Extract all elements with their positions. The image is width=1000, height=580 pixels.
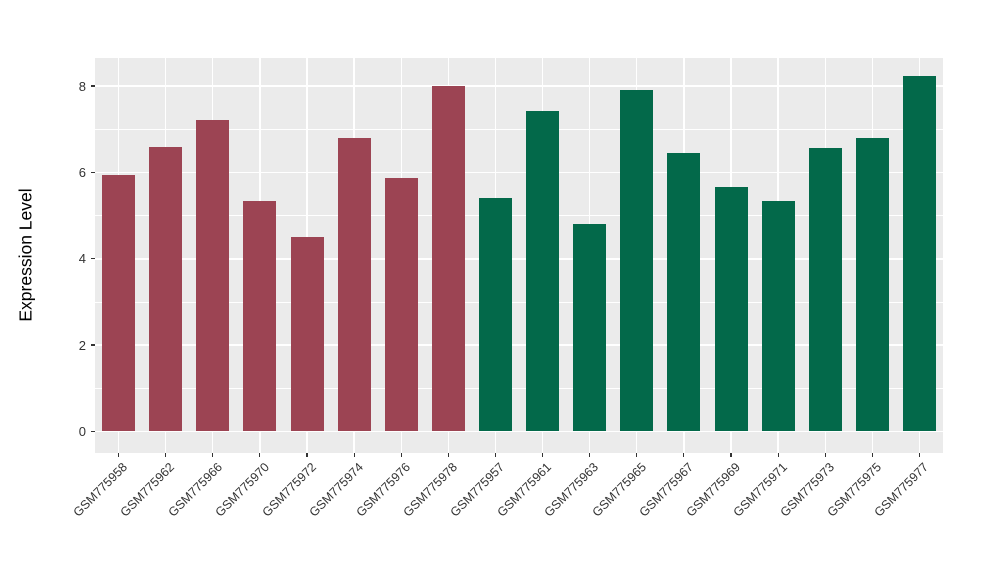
- bar: [431, 86, 465, 432]
- x-tick-mark: [259, 453, 261, 457]
- x-tick-mark: [117, 453, 120, 457]
- x-tick-mark: [306, 453, 308, 457]
- plot-panel: [95, 58, 943, 453]
- bar: [855, 138, 889, 432]
- y-tick-label: 8: [78, 78, 86, 94]
- x-tick-mark: [918, 453, 921, 457]
- x-tick-mark: [636, 453, 638, 457]
- x-tick-mark: [447, 453, 449, 457]
- y-tick-mark: [91, 85, 95, 87]
- bar: [478, 197, 512, 432]
- bar: [573, 224, 607, 432]
- y-tick-mark: [91, 171, 95, 173]
- y-axis-title: Expression Level: [15, 188, 36, 322]
- x-tick-mark: [494, 453, 497, 457]
- bar: [149, 147, 183, 432]
- major-gridline: [95, 85, 943, 87]
- bar: [902, 75, 936, 432]
- y-tick-mark: [91, 430, 95, 432]
- major-gridline: [95, 257, 943, 260]
- bar: [526, 111, 560, 432]
- x-tick-mark: [165, 453, 167, 457]
- minor-gridline: [95, 215, 943, 216]
- bar: [714, 187, 748, 432]
- x-tick-mark: [541, 453, 544, 457]
- y-tick-label: 6: [78, 164, 86, 180]
- major-gridline: [95, 430, 943, 433]
- bar: [620, 89, 654, 432]
- x-tick-mark: [589, 453, 591, 457]
- y-tick-label: 0: [78, 423, 86, 439]
- minor-gridline: [95, 301, 943, 303]
- x-tick-mark: [212, 453, 214, 457]
- x-tick-mark: [777, 453, 779, 457]
- bar: [384, 178, 418, 432]
- bar: [196, 120, 230, 432]
- y-tick-label: 2: [78, 337, 86, 353]
- minor-gridline: [95, 128, 943, 130]
- y-tick-mark: [91, 344, 95, 346]
- bar: [102, 175, 136, 432]
- bar: [290, 237, 324, 432]
- minor-gridline: [95, 387, 943, 389]
- x-tick-mark: [871, 453, 873, 457]
- x-tick-mark: [400, 453, 402, 457]
- bar: [243, 201, 277, 432]
- bar: [808, 147, 842, 432]
- y-tick-mark: [91, 258, 95, 260]
- bar: [337, 138, 371, 432]
- major-gridline: [95, 171, 943, 174]
- major-gridline: [95, 344, 943, 346]
- bar: [667, 153, 701, 432]
- bar: [761, 201, 795, 432]
- x-tick-mark: [730, 453, 732, 457]
- y-tick-label: 4: [78, 251, 86, 267]
- x-tick-mark: [683, 453, 685, 457]
- x-tick-mark: [353, 453, 355, 457]
- x-tick-mark: [824, 453, 826, 457]
